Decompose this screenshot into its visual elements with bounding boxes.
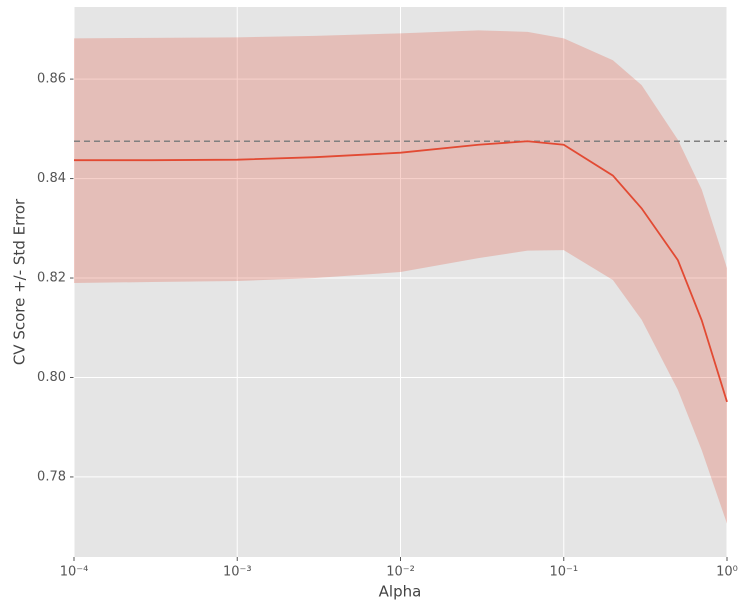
y-tick-label: 0.86 — [37, 72, 66, 87]
y-tick-label: 0.80 — [37, 370, 66, 385]
x-axis-label: Alpha — [379, 583, 422, 601]
x-tick-label: 10⁻¹ — [549, 565, 578, 580]
y-axis-label: CV Score +/- Std Error — [11, 198, 29, 365]
x-tick-label: 10⁻³ — [223, 565, 252, 580]
x-tick-label: 10⁻⁴ — [60, 565, 89, 580]
x-tick-label: 10⁰ — [716, 565, 738, 580]
score-line — [74, 140, 728, 403]
x-tick-label: 10⁻² — [386, 565, 415, 580]
y-tick-label: 0.84 — [37, 171, 66, 186]
y-tick-label: 0.78 — [37, 469, 66, 484]
error-band — [74, 30, 727, 524]
y-tick-label: 0.82 — [37, 271, 66, 286]
